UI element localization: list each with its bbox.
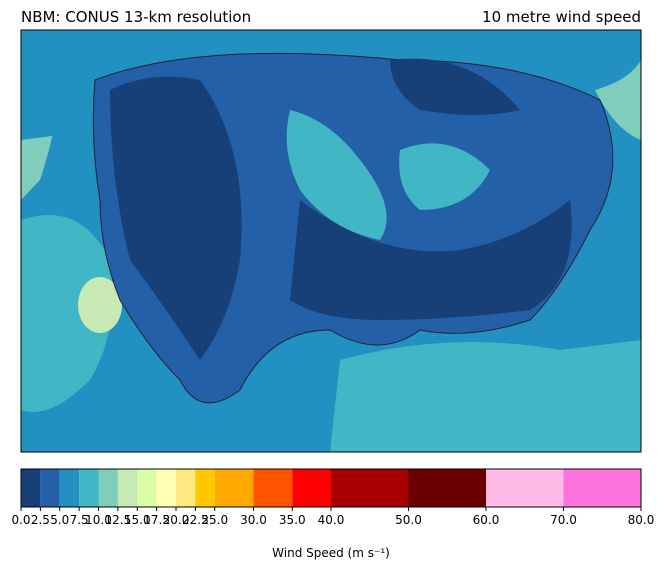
- colorbar-tick-label: 22.5: [182, 513, 209, 527]
- colorbar-segment: [21, 469, 41, 507]
- title-right: 10 metre wind speed: [482, 8, 641, 26]
- colorbar-tick-label: 70.0: [550, 513, 577, 527]
- colorbar-segment: [137, 469, 157, 507]
- colorbar-segment: [117, 469, 138, 507]
- colorbar-segment: [98, 469, 118, 507]
- colorbar-segment: [79, 469, 99, 507]
- colorbar-tick-label: 60.0: [473, 513, 500, 527]
- colorbar-segment: [331, 469, 409, 507]
- colorbar-tick-label: 25.0: [201, 513, 228, 527]
- colorbar-tick-label: 10.0: [85, 513, 112, 527]
- colorbar-tick-label: 50.0: [395, 513, 422, 527]
- colorbar-segment: [195, 469, 215, 507]
- colorbar-segment: [253, 469, 293, 507]
- title-left: NBM: CONUS 13-km resolution: [21, 8, 251, 26]
- colorbar-tick-label: 7.5: [70, 513, 89, 527]
- colorbar-tick-label: 17.5: [143, 513, 170, 527]
- colorbar-segment: [40, 469, 60, 507]
- colorbar: 0.0 2.5 5.0 7.510.012.515.017.520.022.525.0…: [11, 468, 655, 527]
- colorbar-segment: [214, 469, 254, 507]
- colorbar-tick-label: 0.0: [11, 513, 30, 527]
- colorbar-label: Wind Speed (m s⁻¹): [272, 546, 390, 560]
- colorbar-segment: [176, 469, 196, 507]
- colorbar-segment: [59, 469, 80, 507]
- colorbar-tick-label: 35.0: [279, 513, 306, 527]
- colorbar-segment: [486, 469, 564, 507]
- colorbar-tick-label: 20.0: [163, 513, 190, 527]
- colorbar-segment: [563, 469, 641, 507]
- colorbar-tick-label: 12.5: [105, 513, 132, 527]
- colorbar-segment: [408, 469, 486, 507]
- colorbar-tick-label: 2.5: [31, 513, 50, 527]
- colorbar-tick-label: 5.0: [50, 513, 69, 527]
- colorbar-tick-label: 40.0: [318, 513, 345, 527]
- map: [20, 29, 642, 453]
- colorbar-tick-label: 80.0: [628, 513, 655, 527]
- colorbar-segment: [292, 469, 331, 507]
- colorbar-tick-label: 30.0: [240, 513, 267, 527]
- colorbar-tick-label: 15.0: [124, 513, 151, 527]
- colorbar-segment: [156, 469, 176, 507]
